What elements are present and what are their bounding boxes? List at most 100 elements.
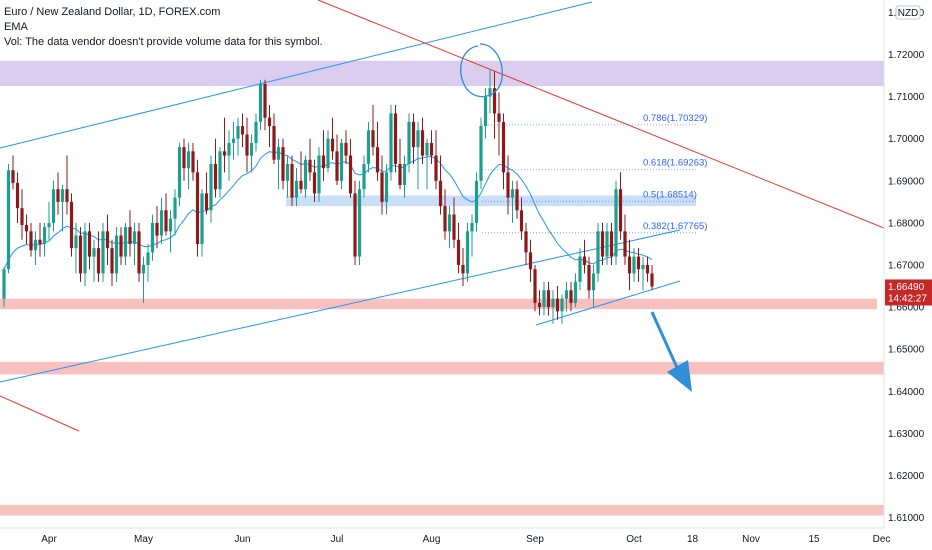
candle-body — [222, 151, 227, 156]
candle — [438, 155, 443, 215]
countdown-label: 14:42:27 — [888, 293, 927, 304]
candle — [78, 227, 83, 282]
candle — [2, 267, 6, 308]
candle — [542, 281, 546, 316]
candle — [348, 138, 353, 198]
candle-body — [375, 147, 380, 173]
candle — [92, 239, 96, 282]
candle — [384, 163, 389, 215]
candle — [11, 155, 15, 190]
candle — [641, 256, 645, 291]
price-tick-label: 1.68000 — [888, 218, 925, 229]
candle-body — [254, 121, 258, 143]
last-price-tag — [885, 279, 932, 306]
candle-body — [380, 172, 384, 202]
candle — [605, 222, 609, 265]
price-tick-label: 1.61000 — [888, 513, 925, 524]
candle — [60, 185, 65, 232]
candle-body — [182, 147, 186, 169]
candle — [164, 193, 168, 236]
candle-body — [78, 235, 83, 274]
candle — [627, 239, 632, 291]
candle-body — [155, 222, 159, 236]
candle-body — [11, 170, 15, 183]
candle-body — [137, 231, 141, 274]
candle — [213, 138, 218, 198]
candle — [218, 147, 222, 198]
candle-body — [159, 210, 164, 236]
candle — [524, 222, 528, 265]
candle-body — [470, 222, 474, 232]
candle — [600, 222, 605, 265]
time-axis-bg — [0, 528, 932, 550]
candle — [110, 239, 114, 287]
candle-body — [456, 239, 461, 265]
candle — [312, 159, 317, 202]
candle-body — [614, 189, 618, 257]
candle — [173, 189, 177, 236]
descending-red-line — [317, 0, 885, 229]
candle — [501, 113, 506, 190]
candle-body — [564, 290, 569, 299]
candle-body — [425, 142, 429, 156]
candle-body — [497, 113, 501, 122]
candle-body — [128, 227, 132, 244]
candle-body — [420, 130, 425, 156]
trendlines-layer — [0, 0, 885, 432]
candle-body — [447, 214, 452, 232]
candle — [254, 113, 258, 152]
candle — [650, 265, 654, 291]
candle-body — [236, 126, 240, 139]
candle — [591, 265, 596, 308]
candle-body — [542, 290, 546, 308]
ema-label: EMA — [4, 21, 28, 33]
candle-body — [2, 269, 6, 299]
candle-body — [29, 231, 33, 251]
candle-body — [407, 121, 411, 164]
candle-body — [569, 290, 573, 303]
candle — [623, 214, 627, 265]
candle-body — [398, 163, 402, 186]
fib-label: 0.382(1.67765) — [643, 221, 707, 232]
candle-body — [492, 88, 497, 114]
candle-body — [227, 142, 231, 156]
candle — [105, 214, 110, 265]
candle — [182, 138, 186, 181]
candle-body — [38, 239, 42, 244]
candle-body — [6, 170, 11, 270]
candle-body — [87, 231, 92, 257]
candle-body — [483, 96, 488, 127]
candle — [488, 69, 492, 114]
candle — [47, 201, 51, 240]
candle — [546, 281, 551, 316]
candle-body — [56, 189, 60, 202]
candle-body — [74, 235, 78, 249]
highlight-circle — [460, 43, 503, 98]
rising-support-line — [535, 280, 681, 326]
candle-body — [218, 151, 222, 190]
time-tick-label: 18 — [687, 534, 699, 545]
annotations-layer — [460, 43, 692, 392]
candle — [357, 180, 362, 265]
candle-body — [371, 130, 375, 148]
candle — [33, 231, 38, 265]
candle — [24, 214, 29, 244]
candle — [168, 210, 173, 253]
candle — [596, 222, 600, 282]
candle-body — [618, 189, 623, 232]
time-tick-label: May — [134, 534, 153, 545]
candle-body — [33, 239, 38, 251]
time-tick-label: Nov — [742, 534, 760, 545]
mid-zone — [286, 195, 696, 207]
candle — [123, 222, 128, 265]
candle — [200, 189, 204, 257]
candle — [177, 142, 182, 207]
lower-zone — [0, 361, 884, 375]
candle — [119, 227, 123, 265]
candle — [515, 180, 519, 219]
candles-layer — [2, 69, 654, 324]
candle — [96, 231, 101, 282]
candle — [551, 290, 555, 324]
candle-body — [114, 235, 119, 274]
candle-body — [177, 147, 182, 198]
